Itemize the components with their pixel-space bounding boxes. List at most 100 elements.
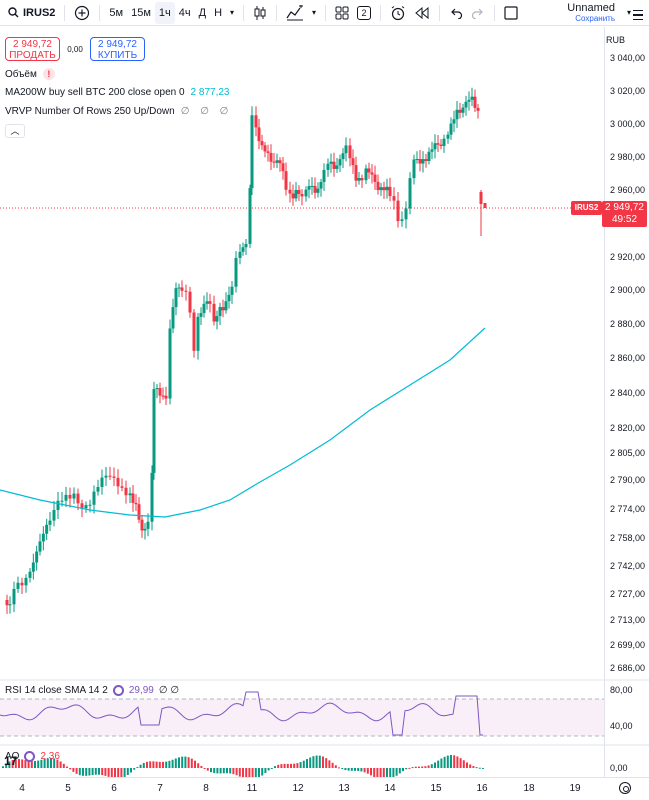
ao-bar bbox=[181, 756, 184, 768]
interval-4h[interactable]: 4ч bbox=[178, 6, 191, 19]
alerts-counter[interactable]: 2 bbox=[353, 2, 375, 24]
sell-button[interactable]: 2 949,72 ПРОДАТЬ bbox=[5, 37, 60, 61]
price-axis-label: 2 860,00 bbox=[610, 353, 645, 363]
ao-bar bbox=[366, 768, 369, 774]
interval-15m[interactable]: 15м bbox=[131, 6, 151, 19]
ao-bar bbox=[5, 763, 8, 768]
candle-body bbox=[224, 301, 228, 311]
alert-button[interactable] bbox=[386, 2, 410, 24]
currency-label[interactable]: RUB bbox=[606, 35, 626, 45]
time-axis-label: 13 bbox=[338, 783, 350, 794]
indicators-dropdown[interactable]: ▾ bbox=[312, 8, 317, 17]
candle-body bbox=[344, 145, 348, 154]
sell-label: ПРОДАТЬ bbox=[9, 50, 56, 61]
ao-bar bbox=[357, 768, 360, 771]
ao-bar bbox=[85, 768, 88, 776]
layout-menu[interactable]: Unnamed Сохранить ▾ bbox=[567, 2, 649, 24]
time-axis-label: 16 bbox=[476, 783, 488, 794]
ao-bar bbox=[142, 762, 145, 768]
candle-body bbox=[400, 219, 404, 222]
price-chart[interactable] bbox=[0, 27, 604, 777]
rsi-axis-label: 40,00 bbox=[610, 721, 633, 731]
chart-type-button[interactable] bbox=[249, 2, 271, 24]
ao-bar bbox=[219, 768, 222, 774]
layout-save-status: Сохранить bbox=[575, 13, 615, 23]
ao-bar bbox=[194, 760, 196, 768]
time-axis-label: 18 bbox=[523, 783, 535, 794]
ao-bar bbox=[462, 760, 465, 768]
vrvp-legend[interactable]: VRVP Number Of Rows 250 Up/Down ∅ ∅ ∅ bbox=[5, 106, 232, 117]
candle-body bbox=[31, 562, 35, 572]
ao-bar bbox=[299, 762, 302, 768]
ao-value: 2,36 bbox=[40, 751, 60, 762]
candle-body bbox=[396, 200, 400, 222]
candle-body bbox=[143, 528, 147, 531]
time-axis[interactable]: 4 5 6 7 8 11 12 13 14 15 16 18 19 bbox=[0, 777, 649, 800]
time-axis-label: 6 bbox=[111, 783, 117, 794]
interval-5m[interactable]: 5м bbox=[109, 6, 124, 19]
candles[interactable] bbox=[5, 87, 487, 614]
candle-body bbox=[152, 389, 156, 473]
ma-legend[interactable]: MA200W buy sell BTC 200 close open 0 2 8… bbox=[5, 87, 229, 98]
replay-button[interactable] bbox=[410, 2, 434, 24]
candle-body bbox=[455, 109, 459, 120]
ao-legend[interactable]: AO 2,36 bbox=[5, 751, 60, 762]
ao-bar bbox=[450, 755, 452, 768]
candle-body bbox=[263, 145, 267, 152]
ao-bar bbox=[21, 759, 24, 768]
buy-button[interactable]: 2 949,72 КУПИТЬ bbox=[90, 37, 145, 61]
ao-bar bbox=[370, 768, 372, 776]
divider bbox=[325, 4, 327, 21]
price-axis-label: 2 699,00 bbox=[610, 640, 645, 650]
candles-icon bbox=[254, 5, 266, 20]
symbol-search[interactable]: IRUS2 bbox=[4, 2, 59, 24]
candle-body bbox=[260, 141, 264, 146]
compare-button[interactable] bbox=[70, 2, 94, 24]
candle-body bbox=[35, 551, 39, 563]
ao-bar bbox=[437, 760, 440, 768]
candle-body bbox=[128, 493, 132, 496]
interval-day[interactable]: Д bbox=[198, 6, 207, 19]
collapse-legend-button[interactable]: ︿ bbox=[5, 124, 25, 138]
candle-body bbox=[137, 504, 141, 520]
menu-icon bbox=[633, 9, 643, 24]
ao-bar bbox=[360, 768, 363, 772]
price-axis[interactable]: 3 040,00 3 020,00 3 000,00 2 980,00 2 960,00… bbox=[604, 27, 649, 777]
candle-body bbox=[470, 96, 474, 100]
interval-1h[interactable]: 1ч bbox=[154, 1, 175, 24]
tradingview-logo[interactable]: 17 bbox=[4, 754, 18, 768]
candle-body bbox=[227, 294, 231, 302]
interval-week[interactable]: Н bbox=[214, 6, 223, 19]
candle-body bbox=[479, 192, 483, 204]
price-axis-label: 3 000,00 bbox=[610, 119, 645, 129]
templates-button[interactable] bbox=[331, 2, 353, 24]
candle-body bbox=[364, 168, 368, 181]
candle-body bbox=[430, 149, 434, 152]
ao-bar bbox=[210, 768, 212, 773]
ao-bar bbox=[171, 759, 174, 768]
settings-icon[interactable] bbox=[619, 782, 631, 794]
candle-body bbox=[174, 288, 178, 308]
divider bbox=[64, 4, 66, 21]
redo-button[interactable] bbox=[467, 2, 489, 24]
ao-bar bbox=[405, 768, 408, 770]
ao-bar bbox=[190, 758, 193, 768]
ao-bar bbox=[453, 755, 456, 768]
interval-dropdown[interactable]: ▾ bbox=[230, 8, 235, 17]
ao-bar bbox=[126, 768, 129, 775]
candle-body bbox=[424, 159, 428, 161]
rsi-legend[interactable]: RSI 14 close SMA 14 2 29,99 ∅ ∅ bbox=[5, 685, 179, 696]
ao-bar bbox=[216, 768, 219, 774]
indicators-button[interactable] bbox=[282, 2, 308, 24]
ao-bar bbox=[59, 761, 62, 768]
candle-body bbox=[473, 96, 477, 108]
candle-body bbox=[408, 178, 412, 209]
fullscreen-button[interactable] bbox=[500, 2, 522, 24]
volume-legend[interactable]: Объём ! bbox=[5, 68, 55, 80]
candle-body bbox=[436, 143, 440, 145]
warning-icon[interactable]: ! bbox=[42, 68, 55, 80]
undo-button[interactable] bbox=[445, 2, 467, 24]
time-axis-label: 4 bbox=[19, 783, 25, 794]
candle-body bbox=[281, 163, 285, 172]
ao-bar bbox=[37, 760, 40, 768]
